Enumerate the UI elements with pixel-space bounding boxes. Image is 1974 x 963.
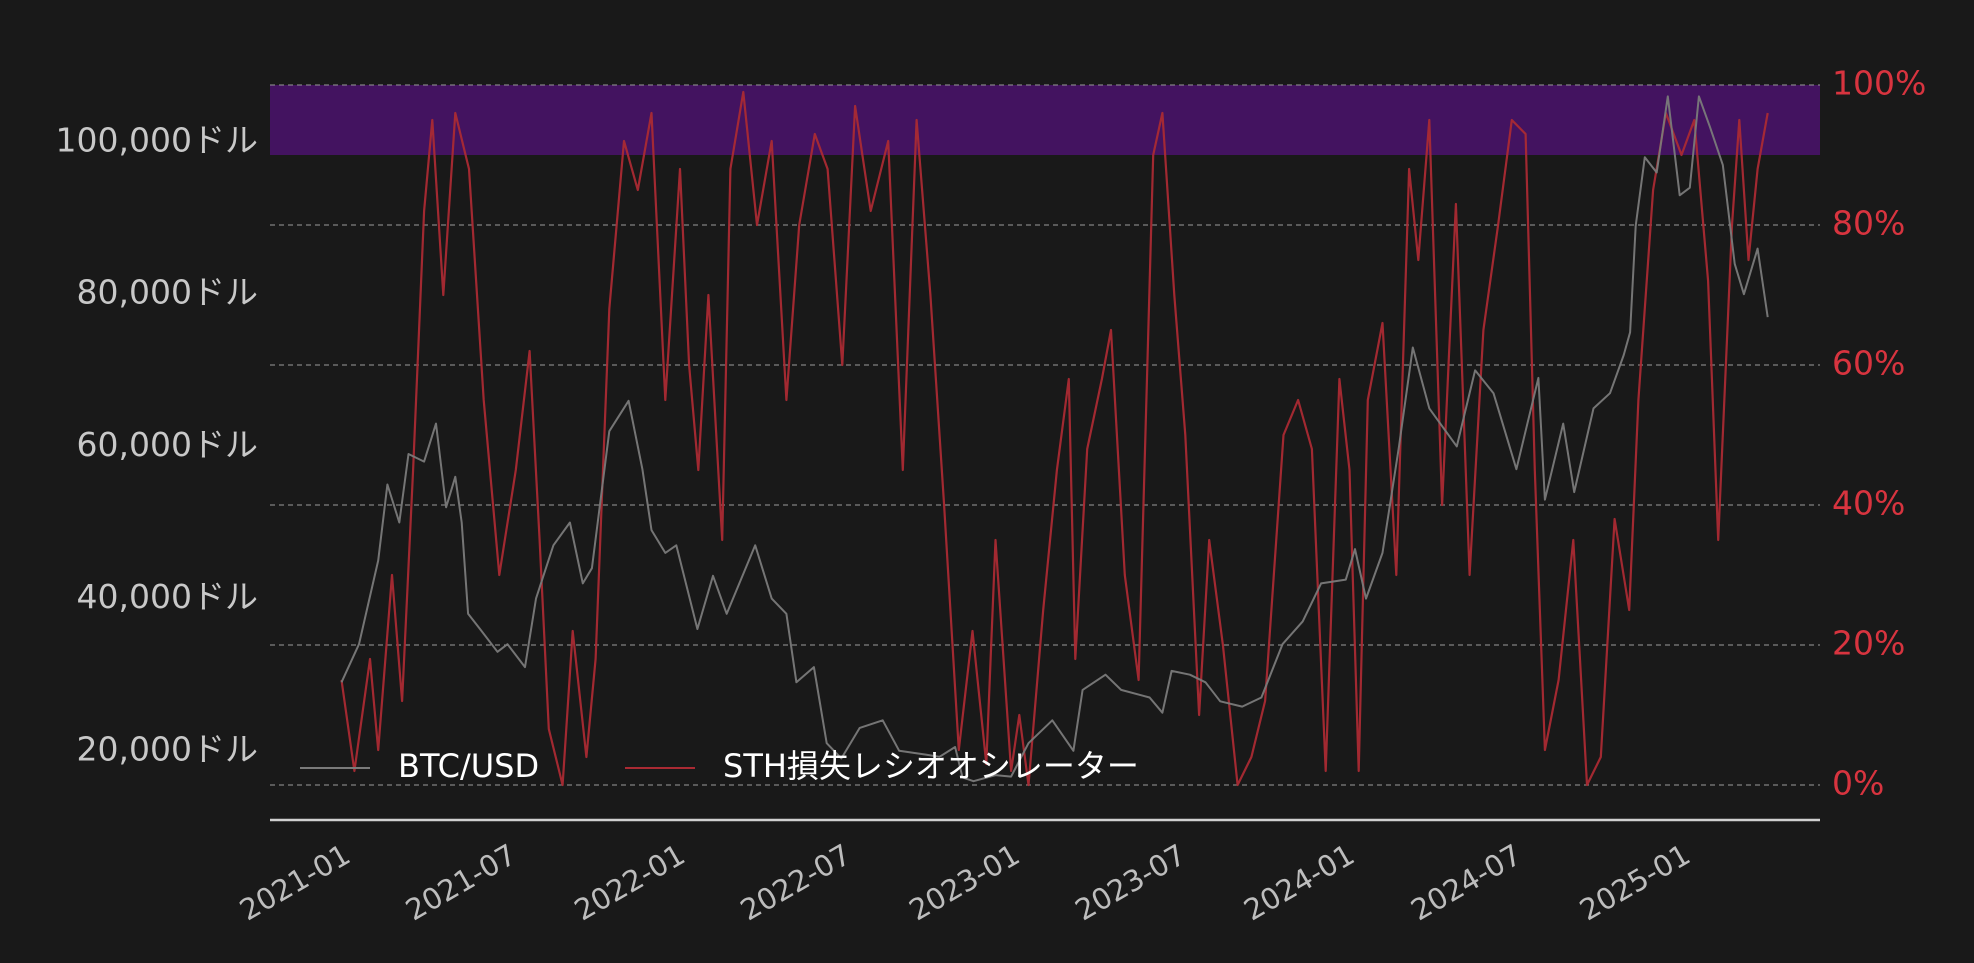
x-tick-3: 2022-07 [735, 837, 857, 927]
y-left-tick-4: 100,000ドル [56, 121, 258, 160]
y-left-tick-3: 80,000ドル [77, 273, 258, 312]
x-tick-0: 2021-01 [234, 837, 356, 927]
axis-layer: 20,000ドル 40,000ドル 60,000ドル 80,000ドル 100,000ド… [56, 64, 1927, 928]
x-tick-6: 2024-01 [1238, 837, 1360, 927]
highlight-band [270, 85, 1820, 155]
y-left-tick-1: 40,000ドル [77, 577, 258, 616]
x-tick-7: 2024-07 [1405, 837, 1527, 927]
y-right-tick-1: 20% [1832, 624, 1905, 663]
y-right-tick-3: 60% [1832, 344, 1905, 383]
x-tick-8: 2025-01 [1574, 837, 1696, 927]
x-tick-4: 2023-01 [903, 837, 1025, 927]
y-right-tick-0: 0% [1832, 764, 1884, 803]
series-1 [340, 90, 1769, 787]
x-tick-5: 2023-07 [1069, 837, 1191, 927]
y-left-tick-0: 20,000ドル [77, 729, 258, 768]
x-tick-2: 2022-01 [569, 837, 691, 927]
series-layer [340, 90, 1769, 787]
y-left-tick-2: 60,000ドル [77, 425, 258, 464]
highlight-band-layer [270, 85, 1820, 155]
y-right-tick-5: 100% [1832, 64, 1926, 103]
series-line-1 [340, 90, 1769, 787]
y-right-tick-2: 40% [1832, 484, 1905, 523]
legend-label-0: BTC/USD [398, 747, 539, 785]
series-0 [340, 95, 1769, 783]
series-line-0 [340, 95, 1769, 783]
y-right-tick-4: 80% [1832, 204, 1905, 243]
legend: BTC/USD STH損失レシオオシレーター [300, 747, 1139, 785]
x-tick-1: 2021-07 [400, 837, 522, 927]
legend-label-1: STH損失レシオオシレーター [723, 747, 1139, 785]
